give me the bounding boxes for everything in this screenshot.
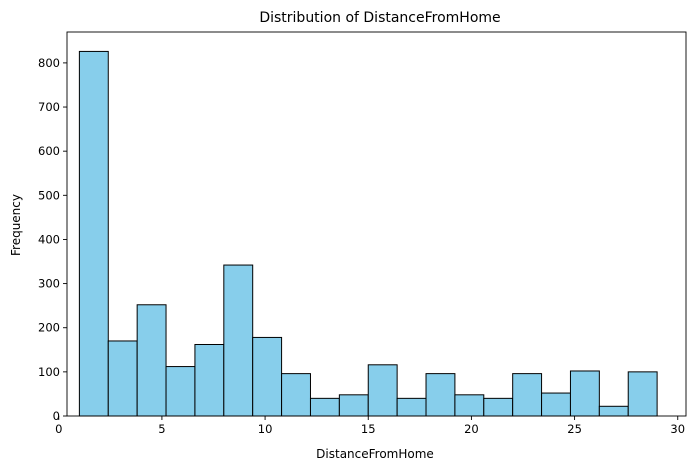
x-tick-label: 20 (464, 422, 479, 436)
y-tick-label: 800 (38, 56, 60, 70)
y-axis-label: Frequency (9, 194, 23, 256)
histogram-bar (425, 373, 456, 417)
y-tick-label: 100 (38, 365, 60, 379)
plot-frame (66, 31, 687, 417)
x-tick-label: 0 (55, 422, 62, 436)
histogram-bar (338, 394, 369, 417)
y-ticks-group: 0 100 200 300 400 500 600 700 800 (38, 56, 67, 423)
histogram-bar (78, 50, 109, 417)
x-tick-label: 30 (670, 422, 685, 436)
x-ticks-group: 0 5 10 15 20 25 30 (55, 416, 685, 436)
histogram-bar (396, 397, 427, 417)
histogram-bar (165, 366, 196, 417)
histogram-bar (309, 397, 340, 417)
histogram-bar (136, 304, 167, 417)
histogram-bar (483, 397, 514, 417)
histogram-bar (367, 364, 398, 417)
bars-group (78, 50, 658, 417)
histogram-bar (107, 340, 138, 417)
histogram-bar (252, 336, 283, 417)
histogram-bar (454, 394, 485, 417)
x-axis-label: DistanceFromHome (316, 447, 434, 461)
y-tick-label: 600 (38, 144, 60, 158)
axes-group (66, 31, 687, 417)
y-tick-label: 500 (38, 188, 60, 202)
histogram-bar (194, 343, 225, 417)
histogram-bar (569, 370, 600, 417)
chart-title: Distribution of DistanceFromHome (259, 10, 500, 26)
histogram-bar (598, 405, 629, 417)
y-tick-label: 700 (38, 100, 60, 114)
histogram-bar (512, 373, 543, 417)
histogram-bar (627, 371, 658, 417)
y-tick-label: 0 (53, 409, 60, 423)
x-tick-label: 15 (361, 422, 376, 436)
x-tick-label: 5 (158, 422, 165, 436)
y-tick-label: 200 (38, 321, 60, 335)
y-tick-label: 400 (38, 232, 60, 246)
x-tick-label: 25 (567, 422, 582, 436)
histogram-bar (223, 264, 254, 417)
y-tick-label: 300 (38, 277, 60, 291)
histogram-bar (541, 392, 571, 417)
histogram-bar (281, 373, 311, 417)
x-tick-label: 10 (258, 422, 273, 436)
